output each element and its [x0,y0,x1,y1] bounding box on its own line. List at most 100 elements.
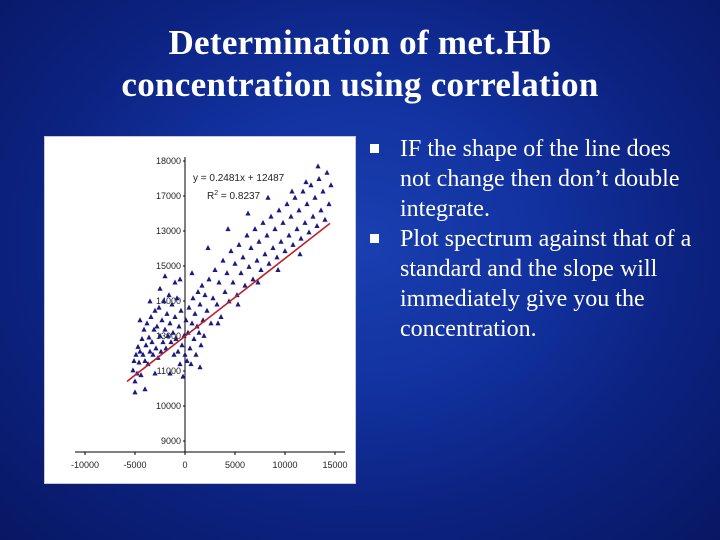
data-point [178,307,184,313]
data-point [148,314,154,320]
data-point [162,273,168,279]
data-point [252,226,258,232]
data-point [214,301,220,307]
data-point [184,357,190,363]
y-tick-label: 11000 [157,366,181,376]
data-point [315,163,321,169]
data-point [222,288,228,294]
data-point [286,232,292,238]
data-point [278,238,284,244]
trend-line [126,222,331,383]
data-point [143,342,149,348]
data-point [266,260,272,266]
data-point [300,188,306,194]
data-point [191,336,197,342]
data-point [144,320,150,326]
data-point [161,298,167,304]
data-point [197,301,203,307]
data-point [168,339,174,345]
scatter-chart-svg: 1800017000130001500014000130001100010000… [71,156,348,470]
data-point [167,320,173,326]
data-point [276,207,282,213]
x-tick-label: 15000 [322,460,347,470]
data-point [157,332,163,338]
data-point [130,367,136,373]
data-point [218,314,224,320]
data-point [147,348,153,354]
data-point [201,332,207,338]
data-point [160,339,166,345]
data-point [275,266,281,272]
data-point [228,248,234,254]
data-point [172,279,178,285]
y-tick-label: 10000 [156,401,181,411]
data-point [156,304,162,310]
data-point [292,194,298,200]
data-point [298,235,304,241]
data-point [328,182,334,188]
data-point [138,372,144,378]
data-point [132,378,138,384]
data-point [272,226,278,232]
data-point [190,295,196,301]
data-point [170,329,176,335]
data-point [154,323,160,329]
data-point [264,232,270,238]
data-point [152,307,158,313]
data-point [242,282,248,288]
data-point [188,361,194,367]
data-point [169,301,175,307]
data-point [204,307,210,313]
data-point [270,245,276,251]
data-point [284,201,290,207]
data-point [290,241,296,247]
y-tick-label: 17000 [156,191,181,201]
data-point [149,339,155,345]
data-point [150,351,156,357]
data-point [280,219,286,225]
data-point [318,207,324,213]
data-point [179,342,185,348]
slide-title: Determination of met.Hb concentration us… [0,22,720,106]
data-point [167,370,173,376]
y-tick-label: 14000 [156,296,181,306]
data-point [141,326,147,332]
data-point [208,320,214,326]
data-point [268,213,274,219]
data-point [196,329,202,335]
data-point [265,194,271,200]
y-tick-label: 9000 [161,436,181,446]
data-point [314,223,320,229]
data-point [304,201,310,207]
data-point [183,317,189,323]
data-point [310,213,316,219]
data-point [176,323,182,329]
data-point [132,389,138,395]
slide-title-line-2: concentration using correlation [121,65,599,104]
data-point [177,276,183,282]
data-point [187,345,193,351]
x-tick-label: -10000 [71,460,99,470]
data-point [166,292,172,298]
y-tick-label: 15000 [156,261,181,271]
y-tick-label: 13000 [156,226,181,236]
data-point [302,219,308,225]
data-point [171,351,177,357]
data-point [289,188,295,194]
data-point [157,285,163,291]
data-point [177,361,183,367]
data-point [137,317,143,323]
data-point [322,216,328,222]
data-point [297,251,303,257]
data-point [236,241,242,247]
data-point [142,357,148,363]
data-point [245,210,251,216]
data-point [294,226,300,232]
data-point [232,260,238,266]
data-point [137,348,143,354]
data-point [152,370,158,376]
data-point [193,351,199,357]
r-squared-exponent: 2 [214,190,218,197]
slide-title-line-1: Determination of met.Hb [168,23,552,62]
data-point [326,201,332,207]
